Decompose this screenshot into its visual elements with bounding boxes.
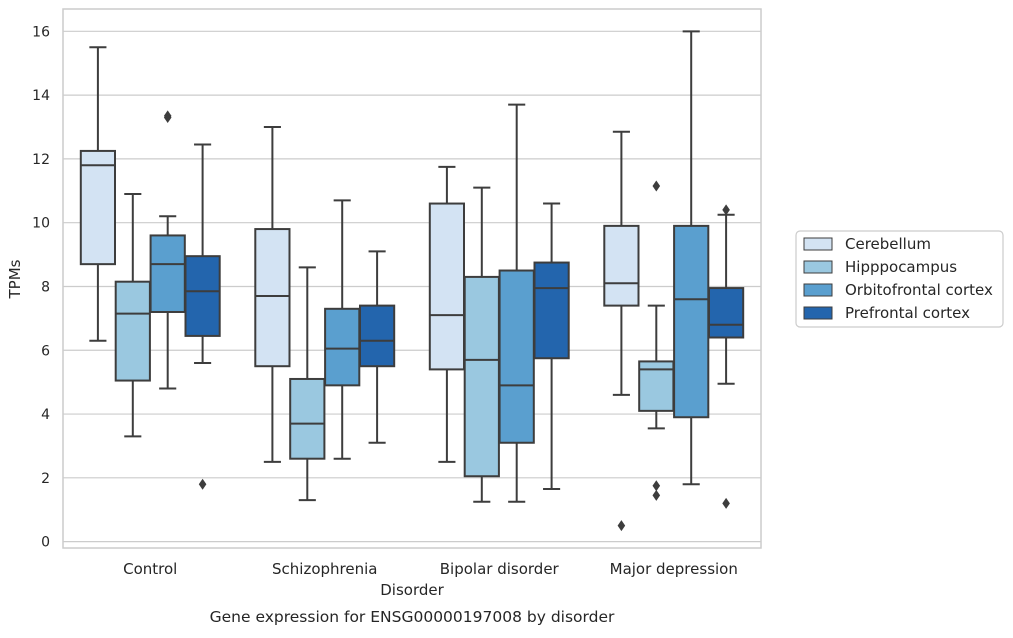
y-tick-label: 6: [41, 343, 50, 359]
box-iqr: [254, 228, 291, 368]
x-tick-label: Schizophrenia: [272, 560, 377, 578]
box-0-1: [114, 192, 151, 438]
box-2-2: [498, 103, 535, 503]
box-1-0: [254, 126, 291, 463]
box-1-2: [324, 199, 361, 460]
legend-frame: [795, 230, 1004, 328]
box-1-1: [289, 266, 326, 502]
box-2-3: [533, 202, 570, 490]
box-iqr: [114, 280, 151, 382]
outlier-point: [652, 180, 661, 192]
y-tick-label: 2: [41, 471, 50, 487]
legend-label: Cerebellum: [845, 235, 931, 253]
x-axis-label: Disorder: [380, 581, 444, 599]
box-2-1: [463, 186, 500, 503]
legend-item: Prefrontal cortex: [803, 304, 970, 322]
legend-label: Prefrontal cortex: [845, 304, 970, 322]
box-iqr: [428, 202, 466, 371]
outlier-point: [652, 489, 661, 501]
outlier-point: [722, 204, 730, 216]
box-iqr: [498, 269, 535, 444]
box-iqr: [533, 261, 570, 360]
legend-swatch: [803, 260, 833, 274]
y-tick-label: 12: [32, 152, 50, 168]
legend-item: Cerebellum: [803, 235, 931, 253]
box-0-2: [149, 110, 186, 390]
legend: Cerebellum Hipppocampus Orbitofrontal cort…: [795, 230, 1004, 328]
outlier-point: [722, 497, 730, 509]
y-tick-label: 14: [32, 88, 50, 104]
legend-swatch: [803, 237, 833, 251]
box-0-3: [184, 143, 221, 490]
box-3-2: [673, 30, 710, 486]
x-tick-label: Major depression: [610, 560, 738, 578]
box-iqr: [149, 234, 186, 313]
box-2-0: [428, 165, 466, 463]
legend-swatch: [803, 306, 833, 320]
x-tick-labels: Control Schizophrenia Bipolar disorder Majo…: [123, 560, 738, 578]
legend-label: Hipppocampus: [845, 258, 957, 276]
box-3-0: [603, 130, 640, 532]
y-tick-label: 8: [41, 279, 50, 295]
outlier-point: [652, 480, 661, 492]
legend-item: Hipppocampus: [803, 258, 957, 276]
box-iqr: [707, 287, 745, 339]
box-iqr: [358, 304, 396, 368]
box-1-3: [358, 250, 396, 444]
box-iqr: [184, 255, 221, 337]
box-3-3: [707, 204, 745, 509]
y-tick-label: 16: [32, 24, 50, 40]
legend-label: Orbitofrontal cortex: [845, 281, 993, 299]
box-iqr: [603, 224, 640, 307]
plot-frame: [62, 8, 762, 549]
box-iqr: [463, 275, 500, 478]
y-axis-label: TPMs: [6, 259, 24, 299]
y-tick-label: 4: [41, 407, 50, 423]
x-tick-label: Bipolar disorder: [440, 560, 560, 578]
y-tick-labels: 0 2 4 6 8 10 12 14 16: [32, 24, 50, 550]
boxes-layer: [79, 30, 745, 532]
outlier-point: [163, 110, 172, 122]
legend-swatch: [803, 283, 833, 297]
box-iqr: [324, 307, 361, 387]
x-tick-label: Control: [123, 560, 177, 578]
chart-caption: Gene expression for ENSG00000197008 by d…: [210, 608, 615, 626]
outlier-point: [198, 478, 207, 490]
box-0-0: [79, 46, 117, 342]
y-tick-label: 0: [41, 535, 50, 551]
box-iqr: [79, 149, 117, 266]
y-tick-label: 10: [32, 216, 50, 232]
legend-item: Orbitofrontal cortex: [803, 281, 993, 299]
box-iqr: [673, 224, 710, 419]
box-3-1: [638, 180, 675, 501]
outlier-point: [617, 520, 626, 532]
box-iqr: [289, 377, 326, 460]
